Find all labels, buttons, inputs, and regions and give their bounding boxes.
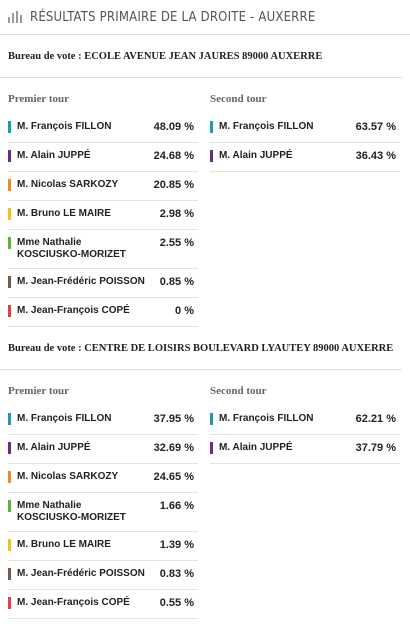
result-row: M. Bruno LE MAIRE 1.39 % <box>8 532 198 561</box>
page-title: RÉSULTATS PRIMAIRE DE LA DROITE - AUXERR… <box>30 9 316 25</box>
round-title: Premier tour <box>8 385 69 397</box>
result-row: M. Jean-Frédéric POISSON 0.83 % <box>8 561 198 590</box>
candidate-name: M. Jean-François COPÉ <box>17 597 130 608</box>
candidate-score: 24.65 % <box>153 471 194 483</box>
candidate-name: M. Bruno LE MAIRE <box>17 208 111 219</box>
round-title: Premier tour <box>8 93 69 105</box>
candidate-score: 1.39 % <box>159 539 194 551</box>
candidate-name: M. Nicolas SARKOZY <box>17 471 119 482</box>
candidate-name: M. Nicolas SARKOZY <box>17 179 119 190</box>
candidate-color <box>8 276 11 288</box>
result-row: M. Alain JUPPÉ 24.68 % <box>8 143 198 172</box>
candidate-name: M. Bruno LE MAIRE <box>17 539 111 550</box>
candidate-name: M. François FILLON <box>17 413 112 424</box>
candidate-name: M. Alain JUPPÉ <box>219 442 293 453</box>
candidate-name: M. Jean-Frédéric POISSON <box>17 568 145 579</box>
candidate-name: M. Jean-François COPÉ <box>17 305 130 316</box>
result-row: Mme Nathalie KOSCIUSKO-MORIZET 2.55 % <box>8 230 198 269</box>
rounds: Premier tour M. François FILLON 48.09 % M. … <box>0 78 410 327</box>
candidate-score: 63.57 % <box>355 121 396 133</box>
candidate-color <box>210 121 213 133</box>
candidate-name: M. Alain JUPPÉ <box>219 150 293 161</box>
result-row: M. François FILLON 37.95 % <box>8 406 198 435</box>
bureaus: Bureau de vote : ECOLE AVENUE JEAN JAURE… <box>0 35 410 619</box>
candidate-color <box>8 597 11 609</box>
candidate-score: 2.55 % <box>159 237 194 249</box>
candidate-score: 20.85 % <box>153 179 194 191</box>
candidate-score: 0.55 % <box>159 597 194 609</box>
candidate-score: 62.21 % <box>355 413 396 425</box>
candidate-color <box>210 150 213 162</box>
candidate-score: 37.95 % <box>153 413 194 425</box>
candidate-color <box>8 500 11 512</box>
bureau-name: Bureau de vote : CENTRE DE LOISIRS BOULE… <box>0 327 402 370</box>
candidate-color <box>210 413 213 425</box>
round: Premier tour M. François FILLON 37.95 % M. … <box>0 370 202 619</box>
candidate-score: 24.68 % <box>153 150 194 162</box>
candidate-color <box>8 471 11 483</box>
candidate-color <box>8 568 11 580</box>
result-row: M. François FILLON 62.21 % <box>210 406 400 435</box>
candidate-name: M. Alain JUPPÉ <box>17 442 91 453</box>
round-title: Second tour <box>210 93 267 105</box>
candidate-name: M. François FILLON <box>219 413 314 424</box>
rounds: Premier tour M. François FILLON 37.95 % M. … <box>0 370 410 619</box>
result-row: M. François FILLON 63.57 % <box>210 114 400 143</box>
candidate-score: 32.69 % <box>153 442 194 454</box>
candidate-name: M. Alain JUPPÉ <box>17 150 91 161</box>
round: Second tour M. François FILLON 62.21 % M. A… <box>202 370 402 619</box>
candidate-color <box>8 305 11 317</box>
header: RÉSULTATS PRIMAIRE DE LA DROITE - AUXERR… <box>0 0 410 35</box>
result-row: M. Bruno LE MAIRE 2.98 % <box>8 201 198 230</box>
result-row: M. Jean-Frédéric POISSON 0.85 % <box>8 269 198 298</box>
candidate-score: 48.09 % <box>153 121 194 133</box>
candidate-score: 37.79 % <box>355 442 396 454</box>
round: Premier tour M. François FILLON 48.09 % M. … <box>0 78 202 327</box>
result-row: M. Nicolas SARKOZY 20.85 % <box>8 172 198 201</box>
round-title: Second tour <box>210 385 267 397</box>
candidate-color <box>8 208 11 220</box>
candidate-score: 0.85 % <box>159 276 194 288</box>
bureau-name: Bureau de vote : ECOLE AVENUE JEAN JAURE… <box>0 35 402 78</box>
candidate-name: Mme Nathalie KOSCIUSKO-MORIZET <box>17 500 126 523</box>
result-row: M. François FILLON 48.09 % <box>8 114 198 143</box>
round: Second tour M. François FILLON 63.57 % M. A… <box>202 78 402 327</box>
candidate-color <box>8 179 11 191</box>
result-row: Mme Nathalie KOSCIUSKO-MORIZET 1.66 % <box>8 493 198 532</box>
candidate-score: 36.43 % <box>355 150 396 162</box>
candidate-color <box>8 150 11 162</box>
bureau: Bureau de vote : ECOLE AVENUE JEAN JAURE… <box>0 35 410 327</box>
result-row: M. Alain JUPPÉ 36.43 % <box>210 143 400 172</box>
chart-icon <box>8 11 22 23</box>
candidate-name: M. François FILLON <box>17 121 112 132</box>
candidate-score: 0 % <box>175 305 194 317</box>
result-row: M. Jean-François COPÉ 0.55 % <box>8 590 198 619</box>
bureau: Bureau de vote : CENTRE DE LOISIRS BOULE… <box>0 327 410 619</box>
candidate-color <box>8 539 11 551</box>
result-row: M. Nicolas SARKOZY 24.65 % <box>8 464 198 493</box>
candidate-score: 2.98 % <box>159 208 194 220</box>
result-row: M. Jean-François COPÉ 0 % <box>8 298 198 327</box>
candidate-score: 0.83 % <box>159 568 194 580</box>
candidate-color <box>8 442 11 454</box>
candidate-score: 1.66 % <box>159 500 194 512</box>
candidate-color <box>8 237 11 249</box>
candidate-color <box>210 442 213 454</box>
candidate-color <box>8 413 11 425</box>
candidate-name: M. Jean-Frédéric POISSON <box>17 276 145 287</box>
candidate-name: M. François FILLON <box>219 121 314 132</box>
result-row: M. Alain JUPPÉ 32.69 % <box>8 435 198 464</box>
result-row: M. Alain JUPPÉ 37.79 % <box>210 435 400 464</box>
candidate-name: Mme Nathalie KOSCIUSKO-MORIZET <box>17 237 126 260</box>
candidate-color <box>8 121 11 133</box>
